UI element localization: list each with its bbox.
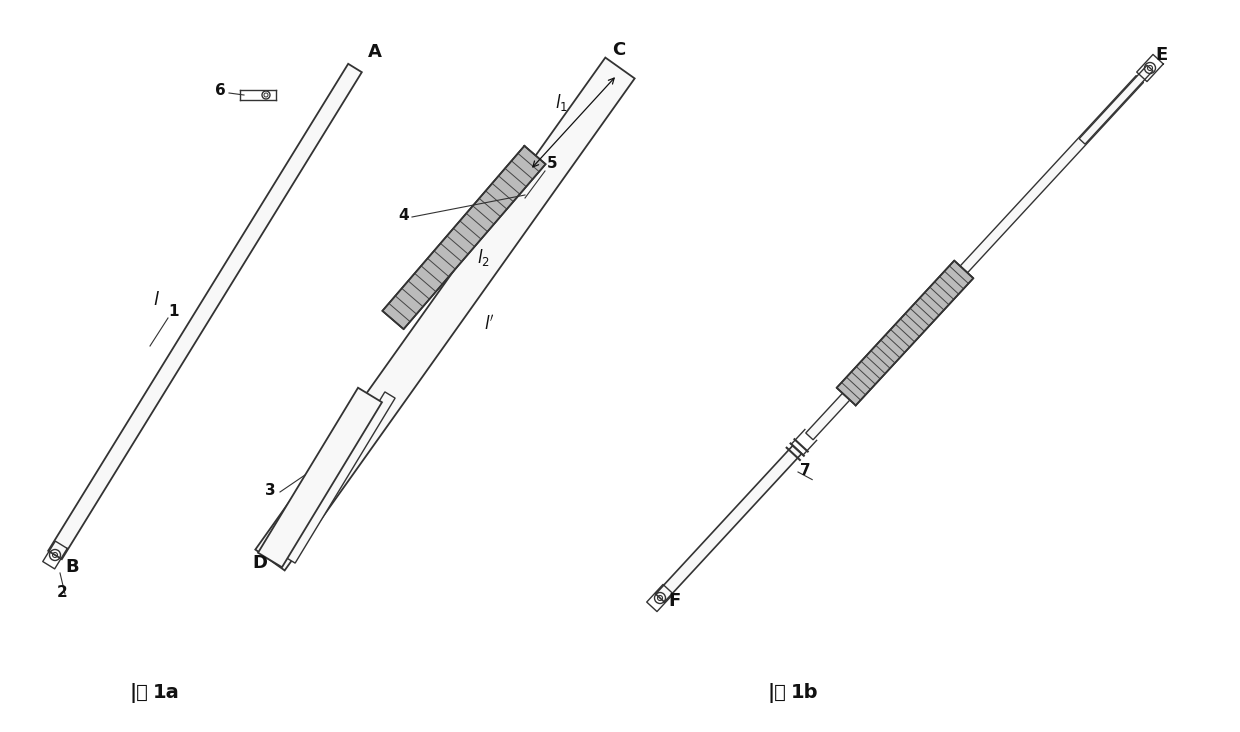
Text: 6: 6 <box>215 83 226 98</box>
Polygon shape <box>48 64 362 559</box>
Text: 2: 2 <box>57 585 68 600</box>
Polygon shape <box>255 58 635 570</box>
Text: C: C <box>613 41 625 59</box>
Text: A: A <box>368 43 382 61</box>
Text: $l_1$: $l_1$ <box>556 92 568 113</box>
Text: 4: 4 <box>398 208 409 223</box>
Polygon shape <box>837 261 973 406</box>
Text: $l_2$: $l_2$ <box>477 247 490 268</box>
Text: D: D <box>252 554 267 572</box>
Text: $l'$: $l'$ <box>484 315 495 334</box>
Text: 7: 7 <box>800 463 811 478</box>
Text: 3: 3 <box>265 483 275 498</box>
Polygon shape <box>1079 65 1153 144</box>
Text: $l$: $l$ <box>153 291 160 309</box>
Text: |图: |图 <box>768 683 787 703</box>
Text: 1: 1 <box>167 304 179 319</box>
Polygon shape <box>258 388 382 567</box>
Polygon shape <box>382 146 546 329</box>
Text: 1a: 1a <box>153 683 180 702</box>
Polygon shape <box>285 392 396 563</box>
Text: B: B <box>64 558 78 576</box>
Polygon shape <box>806 393 849 440</box>
Text: 1b: 1b <box>791 683 818 702</box>
Text: E: E <box>1154 46 1167 64</box>
Text: |图: |图 <box>130 683 149 703</box>
Text: F: F <box>668 592 681 610</box>
Polygon shape <box>656 446 801 602</box>
Polygon shape <box>960 75 1143 273</box>
Text: 5: 5 <box>547 156 558 171</box>
